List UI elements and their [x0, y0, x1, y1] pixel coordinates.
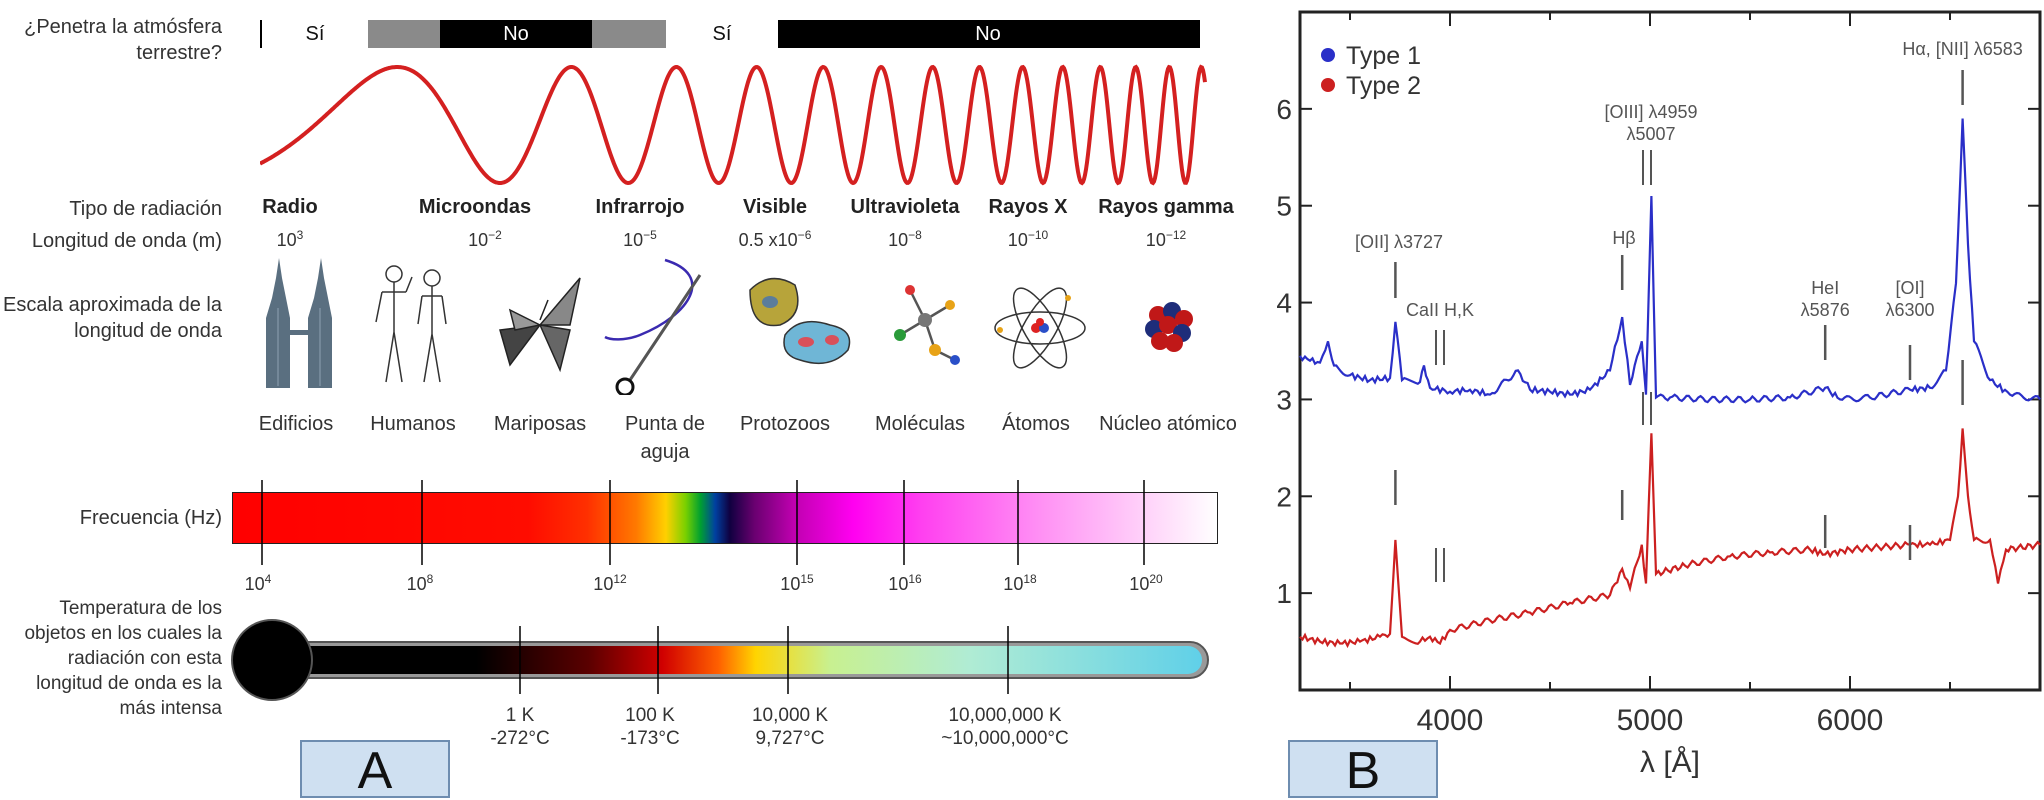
- buildings-icon: [266, 258, 332, 388]
- temperature-thermometer: [231, 619, 1209, 701]
- scale-name-butterflies: Mariposas: [493, 413, 587, 435]
- x-tick-label: 5000: [1617, 704, 1684, 737]
- atmosphere-no-microwave: No: [440, 20, 592, 48]
- wavelength-wave: [260, 64, 1207, 186]
- butterfly-icon: [499, 277, 581, 373]
- frequency-tick-16: 1016: [888, 572, 922, 594]
- wavelength-infrared: 10−5: [623, 228, 657, 250]
- line-annotation: CaII H,K: [1406, 300, 1474, 320]
- radiation-name-ultraviolet: Ultravioleta: [850, 196, 960, 218]
- scale-name-needle: Punta de aguja: [624, 413, 706, 463]
- radiation-name-xray: Rayos X: [988, 196, 1068, 218]
- frequency-tick-4: 104: [244, 572, 272, 594]
- scale-name-buildings: Edificios: [258, 413, 334, 435]
- wave-line: [260, 64, 1207, 186]
- legend-label: Type 1: [1346, 42, 1421, 70]
- wavelength-visible: 0.5 x10−6: [738, 228, 812, 250]
- line-annotation-text: CaII H,K: [1406, 300, 1474, 320]
- line-annotation: Hα, [NII] λ6583: [1902, 39, 2022, 59]
- atmosphere-partial-2: [592, 20, 666, 48]
- atmosphere-partial-1: [368, 20, 440, 48]
- scale-name-atoms: Átomos: [1002, 413, 1070, 435]
- line-annotation-text: [OIII] λ4959: [1604, 102, 1697, 122]
- y-tick-label: 3: [1276, 384, 1292, 415]
- line-annotation-text: λ5876: [1801, 300, 1850, 320]
- wavelength-gamma: 10−12: [1145, 228, 1187, 250]
- y-tick-label: 5: [1276, 191, 1292, 222]
- label-temperature: Temperatura de los objetos en los cuales…: [24, 598, 222, 719]
- frequency-ticks: [261, 480, 1145, 565]
- temperature-tick-100k: 100 K -173°C: [620, 705, 680, 749]
- line-annotation-text: Hβ: [1612, 228, 1635, 248]
- scale-name-nucleus: Núcleo atómico: [1099, 413, 1237, 435]
- label-frequency: Frecuencia (Hz): [79, 507, 222, 529]
- frequency-spectrum-bar: [232, 492, 1218, 544]
- atmosphere-yes-visible: Sí: [666, 20, 778, 48]
- line-annotation-text: [OII] λ3727: [1355, 232, 1443, 252]
- atmosphere-yes-radio: Sí: [262, 20, 368, 48]
- x-axis-label: λ [Å]: [1640, 746, 1700, 779]
- series-line-1: [1299, 118, 2041, 404]
- line-annotation-text: HeI: [1811, 278, 1839, 298]
- label-scale: Escala aproximada de la longitud de onda: [2, 294, 222, 342]
- radiation-name-gamma: Rayos gamma: [1098, 196, 1234, 218]
- frequency-tick-18: 1018: [1003, 572, 1037, 594]
- legend-marker: [1321, 78, 1335, 92]
- wavelength-ultraviolet: 10−8: [888, 228, 922, 250]
- temperature-tick-10000000k: 10,000,000 K ~10,000,000°C: [941, 705, 1069, 749]
- humans-icon: [375, 265, 447, 383]
- y-tick-label: 4: [1276, 288, 1292, 319]
- wavelength-microwave: 10−2: [468, 228, 502, 250]
- line-annotation: HeI λ5876: [1801, 278, 1850, 320]
- frequency-tick-8: 108: [406, 572, 434, 594]
- series-line-2: [1299, 428, 2041, 649]
- scale-name-humans: Humanos: [370, 413, 456, 435]
- legend-marker: [1321, 48, 1335, 62]
- atmosphere-no-high: No: [778, 20, 1198, 48]
- panel-a-label: A: [300, 740, 450, 800]
- x-tick-label: 4000: [1417, 704, 1484, 737]
- protozoa-icon: [749, 277, 851, 365]
- line-annotation-text: Hα, [NII] λ6583: [1902, 39, 2022, 59]
- line-annotation: [OIII] λ4959 λ5007: [1604, 102, 1697, 144]
- molecule-icon: [894, 285, 960, 365]
- temperature-tick-10000k: 10,000 K 9,727°C: [751, 705, 829, 749]
- x-tick-label: 6000: [1817, 704, 1884, 737]
- wavelength-radio: 103: [276, 228, 304, 250]
- wavelength-xray: 10−10: [1007, 228, 1049, 250]
- frequency-tick-20: 1020: [1129, 572, 1163, 594]
- temperature-tick-1k: 1 K -272°C: [490, 705, 550, 749]
- line-annotation-text: [OI]: [1895, 278, 1924, 298]
- frequency-tick-15: 1015: [780, 572, 814, 594]
- y-tick-label: 2: [1276, 481, 1292, 512]
- frequency-tick-12: 1012: [593, 572, 627, 594]
- label-radiation-type: Tipo de radiación: [69, 198, 222, 220]
- scale-name-molecules: Moléculas: [874, 413, 966, 435]
- radiation-name-microwave: Microondas: [418, 196, 532, 218]
- plot-frame: [1298, 10, 2042, 692]
- line-annotation: [OII] λ3727: [1355, 232, 1443, 252]
- label-wavelength: Longitud de onda (m): [31, 230, 222, 252]
- line-annotation: Hβ: [1612, 228, 1635, 248]
- y-tick-label: 1: [1276, 578, 1292, 609]
- legend-label: Type 2: [1346, 72, 1421, 100]
- panel-b-label: B: [1288, 740, 1438, 800]
- line-annotation-text: λ5007: [1626, 124, 1675, 144]
- y-tick-label: 6: [1276, 94, 1292, 125]
- nucleus-icon: [1145, 302, 1193, 352]
- line-annotation: [OI] λ6300: [1885, 278, 1934, 320]
- line-annotation-text: λ6300: [1885, 300, 1934, 320]
- atom-icon: [994, 287, 1086, 369]
- radiation-name-radio: Radio: [262, 196, 318, 218]
- radiation-name-visible: Visible: [742, 196, 808, 218]
- scale-name-protozoa: Protozoos: [739, 413, 831, 435]
- needle-icon: [604, 258, 702, 395]
- atmosphere-question: ¿Penetra la atmósfera terrestre?: [24, 16, 222, 64]
- radiation-name-infrared: Infrarrojo: [595, 196, 685, 218]
